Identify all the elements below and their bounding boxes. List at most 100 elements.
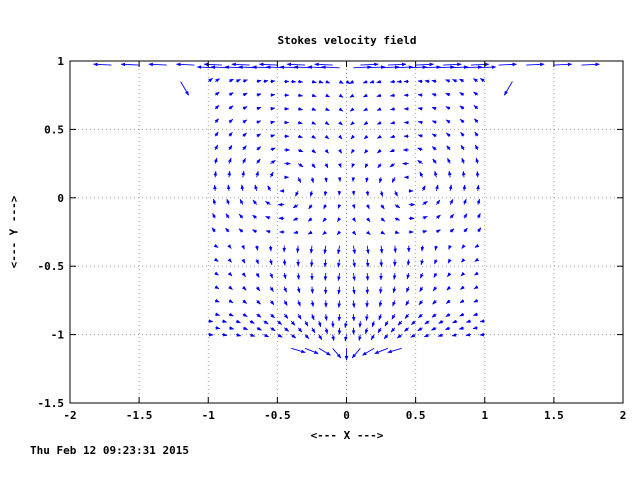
velocity-arrow bbox=[241, 272, 246, 278]
velocity-arrow bbox=[445, 299, 451, 304]
velocity-arrow bbox=[363, 121, 369, 126]
velocity-arrow bbox=[383, 334, 389, 340]
velocity-arrow bbox=[208, 319, 214, 323]
velocity-arrow bbox=[417, 93, 423, 97]
velocity-arrow bbox=[397, 320, 403, 326]
velocity-arrow bbox=[283, 300, 288, 306]
velocity-arrow bbox=[296, 272, 301, 280]
velocity-arrow bbox=[406, 286, 410, 293]
velocity-arrow bbox=[387, 62, 407, 67]
velocity-arrow bbox=[336, 230, 342, 236]
velocity-arrow bbox=[277, 333, 283, 338]
velocity-arrow bbox=[242, 157, 246, 164]
velocity-arrow bbox=[269, 286, 274, 292]
velocity-arrow bbox=[378, 177, 383, 184]
velocity-arrow bbox=[298, 93, 304, 98]
velocity-arrow bbox=[337, 300, 342, 308]
velocity-arrow bbox=[463, 65, 483, 69]
velocity-arrow bbox=[256, 93, 262, 97]
velocity-arrow bbox=[381, 65, 400, 69]
velocity-arrow bbox=[417, 107, 423, 111]
x-tick-label: -0.5 bbox=[264, 409, 291, 422]
velocity-arrow bbox=[292, 204, 299, 209]
velocity-arrow bbox=[470, 62, 490, 67]
velocity-arrow bbox=[473, 91, 479, 96]
velocity-arrow bbox=[394, 204, 401, 209]
velocity-arrow bbox=[477, 227, 482, 233]
velocity-arrow bbox=[241, 170, 245, 178]
velocity-arrow bbox=[380, 230, 386, 235]
velocity-arrow bbox=[480, 78, 486, 83]
velocity-arrow bbox=[337, 190, 342, 196]
velocity-arrow bbox=[390, 134, 396, 139]
velocity-arrow bbox=[419, 171, 424, 178]
velocity-arrow bbox=[228, 326, 235, 330]
velocity-arrow bbox=[366, 245, 370, 255]
velocity-arrow bbox=[311, 79, 317, 84]
velocity-arrow bbox=[222, 332, 228, 337]
velocity-arrow bbox=[332, 347, 342, 359]
velocity-arrow bbox=[226, 184, 231, 192]
velocity-arrow bbox=[314, 62, 333, 67]
velocity-arrow bbox=[296, 286, 301, 294]
velocity-arrow bbox=[378, 313, 383, 321]
velocity-arrow bbox=[432, 300, 437, 305]
velocity-arrow bbox=[389, 79, 395, 84]
velocity-arrow bbox=[390, 327, 396, 333]
velocity-arrow bbox=[447, 157, 451, 164]
velocity-arrow bbox=[256, 133, 262, 138]
velocity-arrow bbox=[389, 148, 396, 153]
velocity-arrow bbox=[459, 299, 465, 304]
velocity-arrow bbox=[252, 214, 257, 219]
velocity-arrow bbox=[376, 93, 382, 98]
velocity-arrow bbox=[390, 120, 395, 125]
velocity-arrow bbox=[268, 245, 273, 252]
velocity-arrow bbox=[254, 184, 258, 192]
velocity-arrow bbox=[436, 229, 441, 234]
velocity-arrow bbox=[363, 107, 369, 112]
velocity-arrow bbox=[317, 320, 322, 328]
velocity-arrow bbox=[460, 285, 465, 290]
velocity-arrow bbox=[263, 333, 270, 338]
velocity-arrow bbox=[452, 319, 458, 324]
velocity-arrow bbox=[228, 92, 234, 97]
velocity-arrow bbox=[463, 227, 468, 233]
velocity-arrow bbox=[447, 272, 452, 278]
velocity-arrow bbox=[351, 204, 356, 209]
velocity-arrow bbox=[351, 347, 361, 359]
velocity-arrow bbox=[376, 79, 382, 84]
velocity-arrow bbox=[364, 148, 369, 154]
velocity-arrow bbox=[351, 300, 356, 308]
y-tick-label: 1 bbox=[57, 55, 64, 68]
velocity-arrow bbox=[436, 65, 455, 69]
velocity-arrow bbox=[256, 120, 262, 125]
velocity-arrow bbox=[311, 163, 316, 169]
velocity-arrow bbox=[472, 312, 478, 316]
velocity-arrow bbox=[242, 286, 247, 291]
velocity-arrow bbox=[256, 326, 262, 331]
velocity-arrow bbox=[256, 158, 261, 164]
velocity-arrow bbox=[450, 65, 469, 69]
velocity-arrow bbox=[433, 272, 438, 278]
velocity-arrow bbox=[256, 79, 262, 84]
velocity-arrow bbox=[476, 184, 480, 192]
velocity-arrow bbox=[420, 272, 424, 279]
velocity-arrow bbox=[351, 190, 356, 196]
x-tick-label: -1 bbox=[202, 409, 216, 422]
velocity-arrow bbox=[362, 79, 368, 84]
velocity-arrow bbox=[352, 286, 356, 295]
velocity-arrow bbox=[298, 107, 303, 111]
velocity-arrow bbox=[311, 107, 317, 111]
velocity-arrow bbox=[213, 157, 218, 164]
velocity-arrow bbox=[394, 217, 401, 221]
velocity-arrow bbox=[242, 106, 248, 111]
velocity-arrow bbox=[270, 300, 275, 306]
velocity-arrow bbox=[242, 92, 248, 97]
velocity-arrow bbox=[366, 230, 371, 235]
velocity-arrow bbox=[358, 334, 362, 342]
velocity-arrow bbox=[309, 245, 314, 254]
velocity-arrow bbox=[474, 271, 479, 276]
velocity-arrow bbox=[211, 227, 216, 233]
velocity-arrow bbox=[581, 62, 600, 67]
